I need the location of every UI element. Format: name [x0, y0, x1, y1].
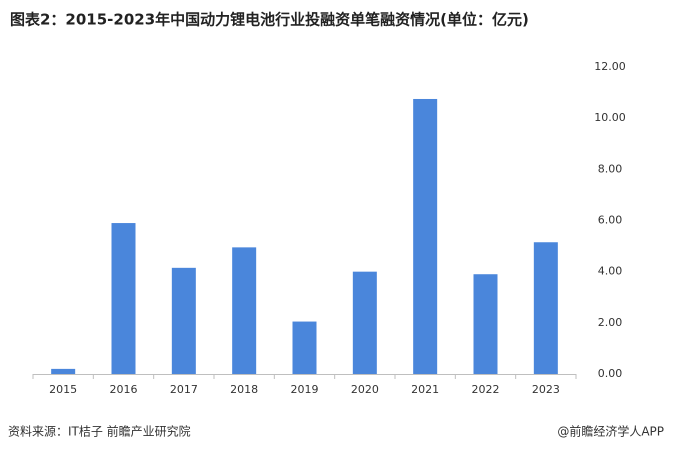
bar	[111, 223, 136, 374]
x-tick-label: 2023	[532, 383, 560, 396]
y-tick-label: 6.00	[598, 214, 623, 227]
y-tick-label: 8.00	[598, 162, 623, 175]
y-tick-label: 2.00	[598, 316, 623, 329]
y-tick-label: 10.00	[594, 111, 626, 124]
x-tick-label: 2019	[291, 383, 319, 396]
bar	[473, 274, 498, 374]
x-tick-label: 2020	[351, 383, 379, 396]
bar	[413, 98, 438, 375]
bar	[232, 247, 257, 374]
x-tick-label: 2018	[230, 383, 258, 396]
bar	[51, 368, 76, 374]
chart-title: 图表2：2015-2023年中国动力锂电池行业投融资单笔融资情况(单位：亿元)	[10, 11, 529, 29]
x-tick-label: 2022	[472, 383, 500, 396]
x-tick-label: 2017	[170, 383, 198, 396]
x-tick-label: 2021	[411, 383, 439, 396]
credit: @前瞻经济学人APP	[557, 424, 664, 439]
y-tick-label: 0.00	[598, 367, 623, 380]
x-tick-label: 2016	[110, 383, 138, 396]
y-tick-label: 12.00	[594, 60, 626, 73]
bar	[292, 321, 317, 374]
source-note: 资料来源：IT桔子 前瞻产业研究院	[8, 424, 191, 439]
bar	[171, 267, 196, 374]
bar	[352, 271, 377, 374]
x-tick-label: 2015	[49, 383, 77, 396]
bar	[533, 242, 558, 374]
y-tick-label: 4.00	[598, 265, 623, 278]
